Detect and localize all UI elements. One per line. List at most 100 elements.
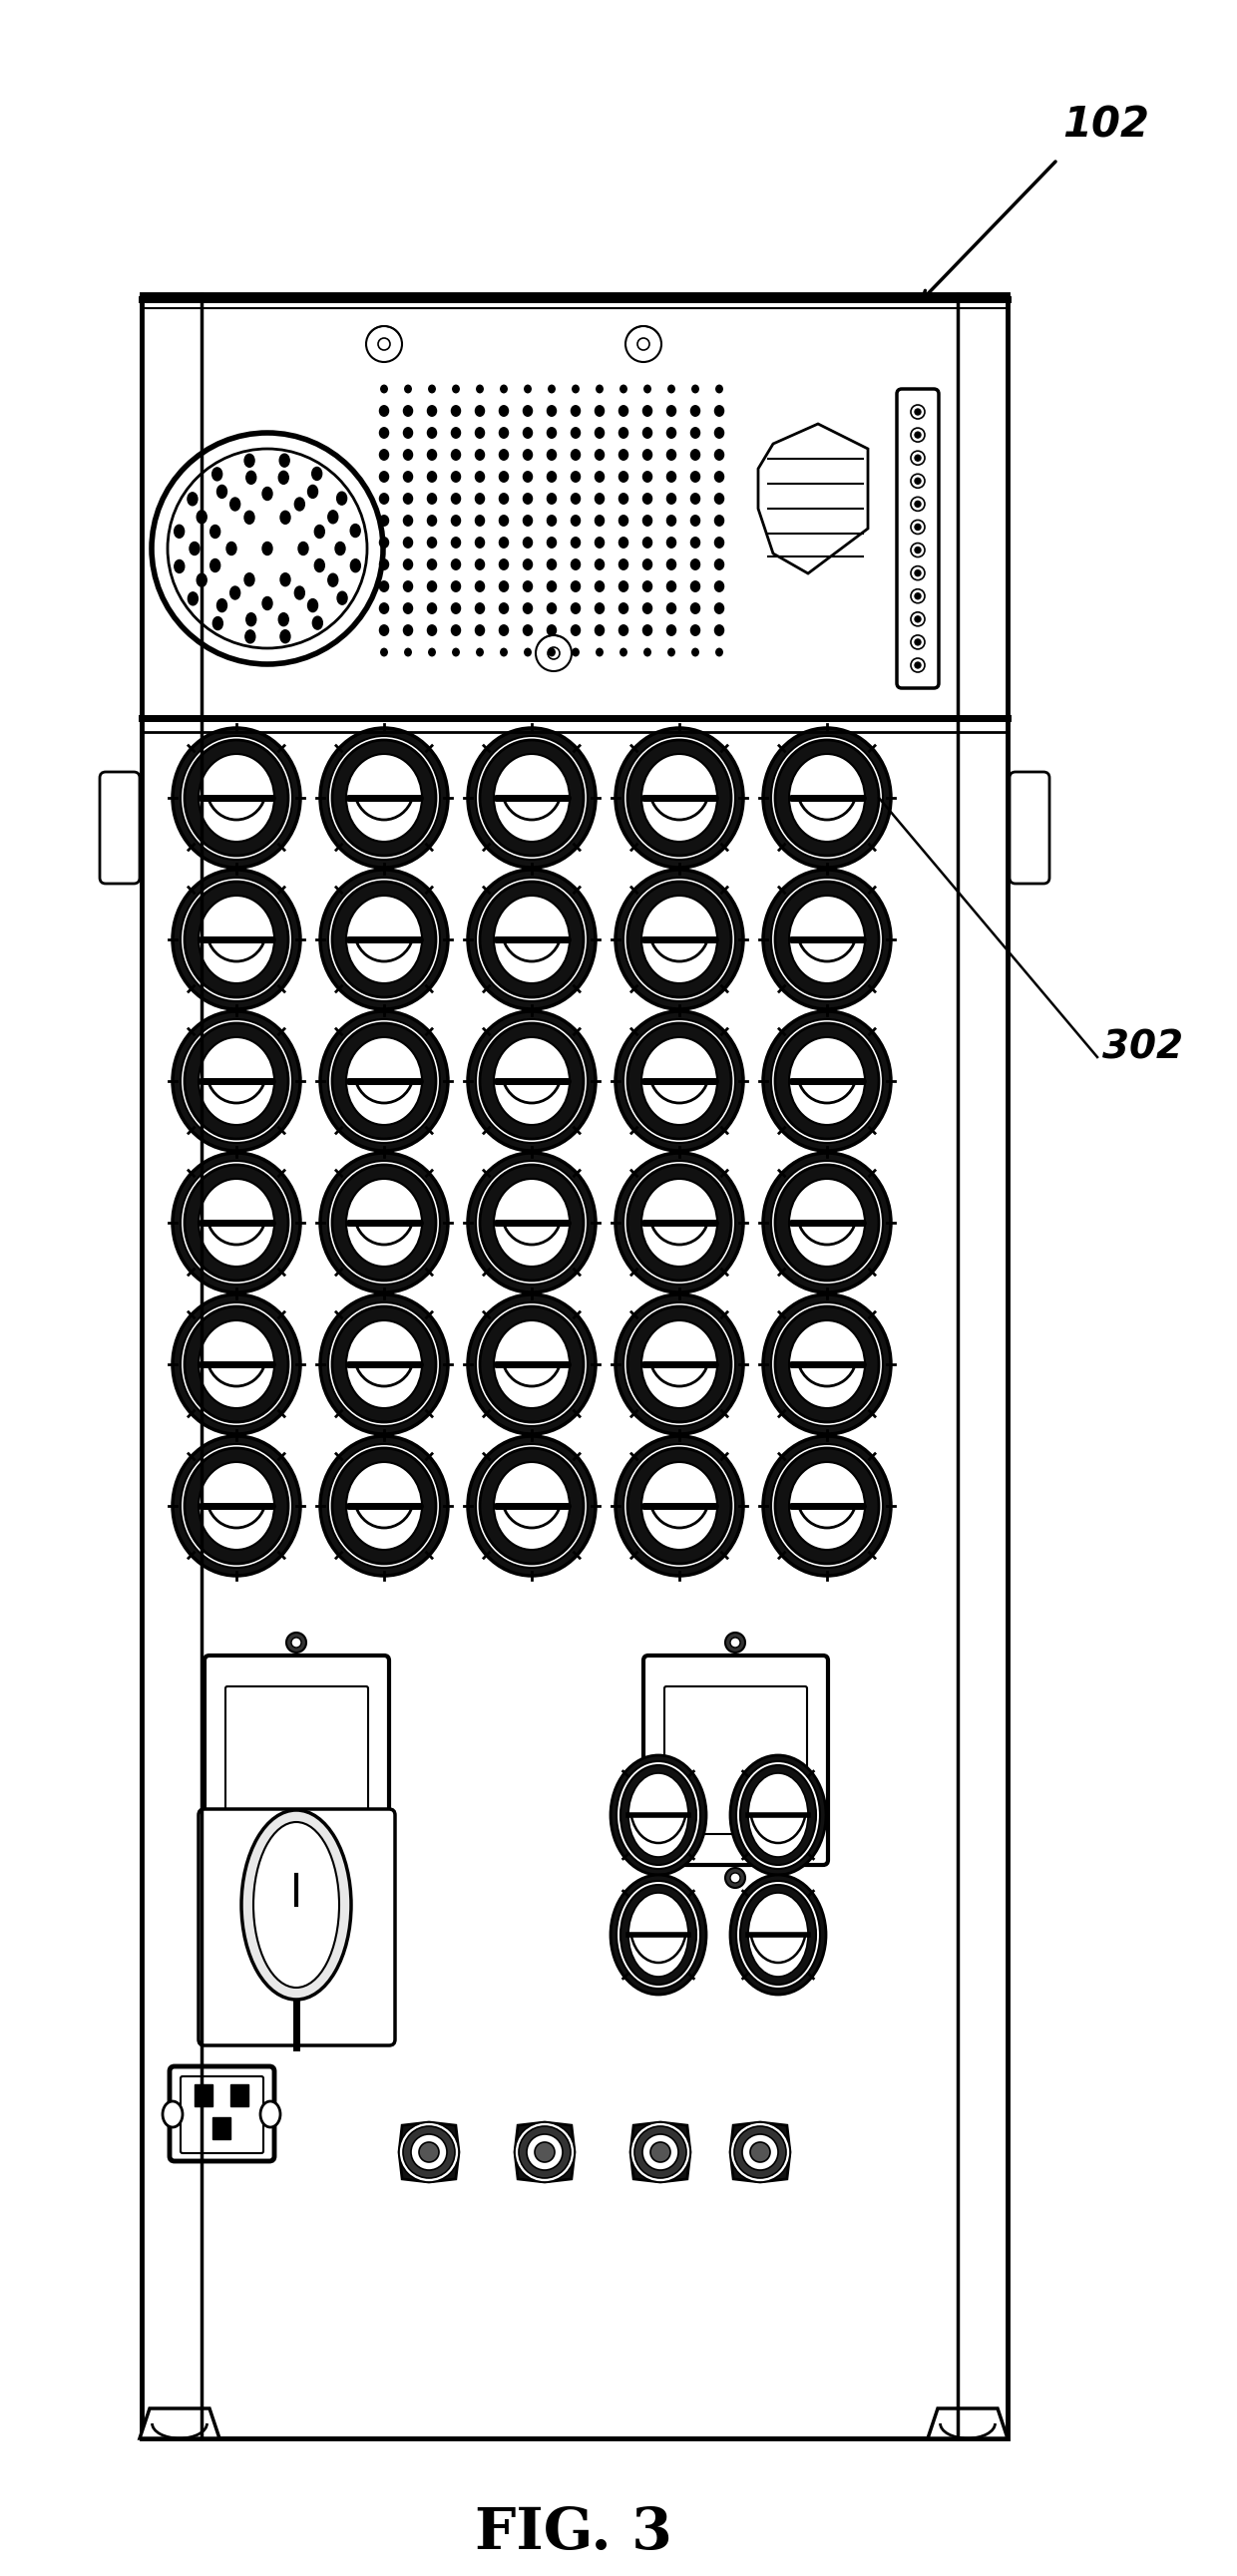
Ellipse shape [333, 1023, 435, 1139]
Ellipse shape [547, 603, 557, 613]
Ellipse shape [716, 649, 722, 657]
Ellipse shape [715, 626, 724, 636]
Ellipse shape [468, 729, 595, 868]
Ellipse shape [716, 386, 722, 392]
Circle shape [915, 639, 920, 644]
Ellipse shape [245, 453, 255, 466]
Circle shape [915, 523, 920, 531]
Ellipse shape [380, 582, 388, 592]
Ellipse shape [763, 1296, 891, 1435]
Polygon shape [515, 2123, 575, 2182]
Ellipse shape [312, 466, 322, 479]
Ellipse shape [494, 1463, 569, 1551]
Ellipse shape [571, 428, 580, 438]
Ellipse shape [643, 582, 652, 592]
Ellipse shape [643, 451, 652, 461]
FancyBboxPatch shape [204, 1656, 390, 1865]
Ellipse shape [690, 471, 700, 482]
Ellipse shape [620, 649, 627, 657]
Ellipse shape [346, 896, 422, 984]
Ellipse shape [281, 631, 291, 644]
Ellipse shape [547, 451, 557, 461]
Ellipse shape [547, 495, 557, 505]
Ellipse shape [547, 404, 557, 417]
Ellipse shape [216, 600, 226, 613]
Ellipse shape [595, 404, 604, 417]
Circle shape [730, 2123, 790, 2182]
Ellipse shape [776, 1448, 878, 1564]
FancyBboxPatch shape [198, 1808, 395, 2045]
Ellipse shape [476, 1162, 588, 1285]
Ellipse shape [691, 386, 699, 392]
Ellipse shape [763, 1435, 891, 1577]
Ellipse shape [245, 510, 255, 523]
Ellipse shape [197, 510, 207, 523]
Ellipse shape [618, 538, 628, 549]
Ellipse shape [452, 626, 460, 636]
Ellipse shape [618, 559, 628, 569]
Ellipse shape [328, 878, 440, 1002]
Ellipse shape [428, 428, 437, 438]
Ellipse shape [771, 1303, 883, 1427]
FancyBboxPatch shape [1009, 773, 1049, 884]
Ellipse shape [328, 1445, 440, 1569]
Ellipse shape [429, 649, 435, 657]
Ellipse shape [628, 1772, 688, 1857]
Ellipse shape [380, 626, 388, 636]
Text: 102: 102 [1063, 103, 1149, 147]
Ellipse shape [328, 1303, 440, 1427]
Ellipse shape [643, 538, 652, 549]
Ellipse shape [523, 603, 532, 613]
Ellipse shape [313, 616, 323, 629]
Ellipse shape [643, 495, 652, 505]
Ellipse shape [690, 603, 700, 613]
Ellipse shape [667, 471, 675, 482]
Ellipse shape [643, 428, 652, 438]
Ellipse shape [789, 1321, 865, 1409]
Ellipse shape [596, 649, 602, 657]
Ellipse shape [595, 495, 604, 505]
Ellipse shape [210, 526, 220, 538]
Ellipse shape [500, 471, 508, 482]
Ellipse shape [500, 451, 508, 461]
Ellipse shape [501, 649, 507, 657]
Ellipse shape [173, 1012, 301, 1151]
Ellipse shape [213, 469, 223, 482]
Ellipse shape [644, 386, 651, 392]
Ellipse shape [428, 495, 437, 505]
Ellipse shape [245, 572, 255, 587]
Ellipse shape [771, 737, 883, 860]
Ellipse shape [184, 1448, 288, 1564]
Ellipse shape [595, 603, 604, 613]
Ellipse shape [197, 574, 207, 587]
Ellipse shape [618, 428, 628, 438]
Ellipse shape [281, 510, 291, 523]
Ellipse shape [690, 495, 700, 505]
Ellipse shape [468, 871, 595, 1010]
Ellipse shape [643, 603, 652, 613]
Bar [142, 294, 1008, 2439]
Ellipse shape [667, 451, 675, 461]
Ellipse shape [524, 386, 531, 392]
Ellipse shape [595, 626, 604, 636]
Ellipse shape [428, 603, 437, 613]
Ellipse shape [547, 559, 557, 569]
Ellipse shape [475, 626, 485, 636]
Ellipse shape [333, 881, 435, 997]
Ellipse shape [690, 582, 700, 592]
Ellipse shape [403, 559, 413, 569]
Ellipse shape [595, 451, 604, 461]
Ellipse shape [198, 1321, 275, 1409]
Ellipse shape [730, 1754, 826, 1875]
Circle shape [291, 1873, 302, 1883]
Ellipse shape [480, 1023, 584, 1139]
Ellipse shape [690, 538, 700, 549]
Ellipse shape [476, 737, 588, 860]
Ellipse shape [690, 559, 700, 569]
Circle shape [742, 2133, 778, 2169]
Ellipse shape [595, 515, 604, 526]
Ellipse shape [715, 559, 724, 569]
Circle shape [518, 2125, 570, 2179]
Ellipse shape [403, 538, 413, 549]
Ellipse shape [571, 538, 580, 549]
